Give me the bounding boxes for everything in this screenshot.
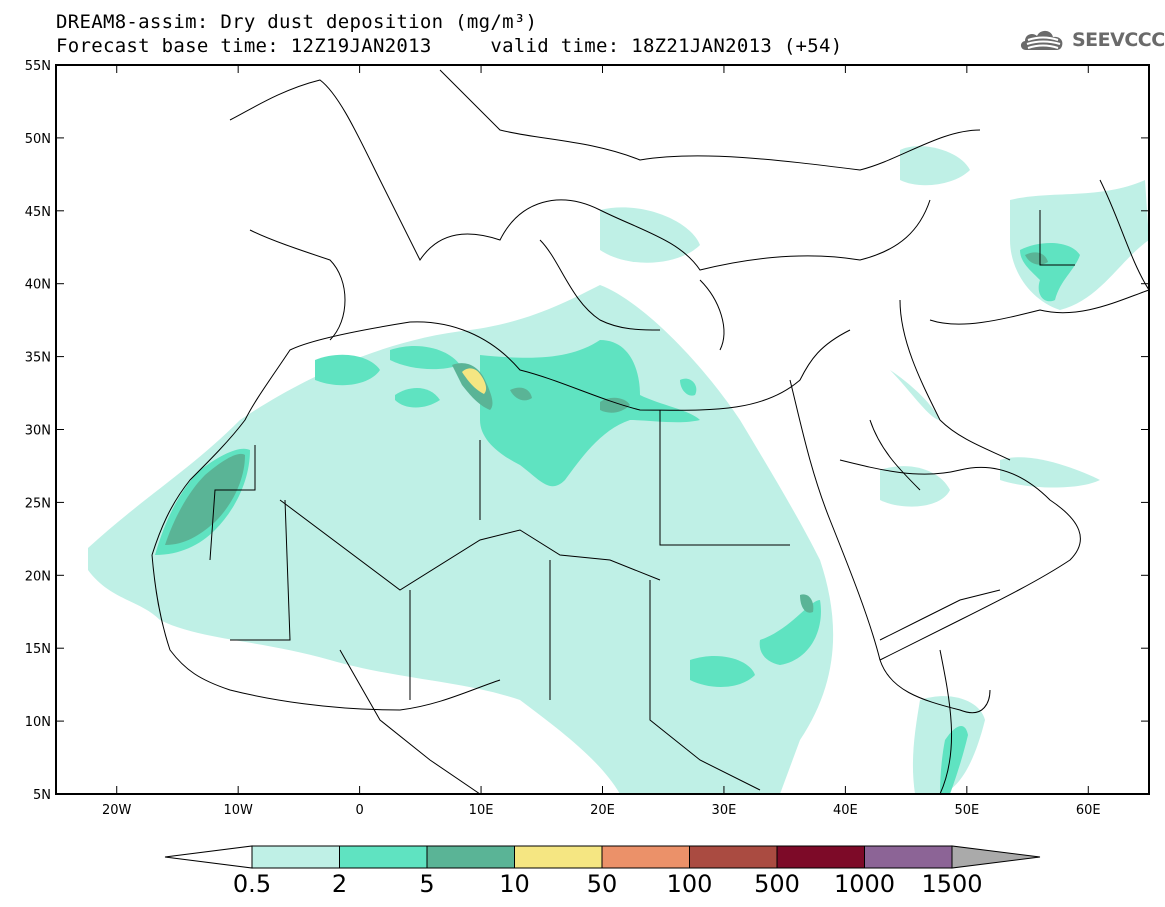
lat-label: 10N bbox=[25, 715, 51, 730]
colorbar-segment bbox=[689, 845, 778, 869]
cloud-icon bbox=[1020, 30, 1063, 50]
colorbar-label: 1000 bbox=[833, 870, 896, 898]
colorbar-label: 10 bbox=[499, 870, 530, 898]
longitude-axis: 20W 10W 0 10E 20E 30E 40E 50E 60E bbox=[102, 65, 1101, 818]
colorbar-segment bbox=[776, 845, 865, 869]
latitude-axis: 55N 50N 45N 40N 35N 30N 25N 20N 15N 10N 5N bbox=[25, 59, 1149, 803]
colorbar-label: 5 bbox=[419, 870, 435, 898]
map-title: DREAM8-assim: Dry dust deposition (mg/m³… bbox=[56, 11, 538, 33]
lat-label: 5N bbox=[33, 788, 51, 803]
colorbar-segment bbox=[251, 845, 340, 869]
deposition-band-10-50 bbox=[462, 368, 487, 394]
lat-label: 55N bbox=[25, 59, 51, 74]
colorbar-high-arrow bbox=[951, 845, 1041, 869]
lon-label: 40E bbox=[833, 803, 858, 818]
coastlines-and-borders bbox=[151, 69, 1149, 794]
colorbar-segment bbox=[864, 845, 953, 869]
logo-text: SEEVCCC bbox=[1072, 29, 1165, 51]
dust-deposition-fields bbox=[88, 146, 1149, 794]
forecast-time-info: Forecast base time: 12Z19JAN2013 valid t… bbox=[56, 35, 843, 57]
lat-label: 50N bbox=[25, 132, 51, 147]
lon-label: 20E bbox=[590, 803, 615, 818]
seevccc-logo: SEEVCCC bbox=[1018, 26, 1165, 54]
lon-label: 50E bbox=[954, 803, 979, 818]
lon-label: 10E bbox=[469, 803, 494, 818]
lon-label: 30E bbox=[712, 803, 737, 818]
lon-label: 60E bbox=[1076, 803, 1101, 818]
lat-label: 20N bbox=[25, 569, 51, 584]
colorbar-segment bbox=[426, 845, 515, 869]
lat-label: 25N bbox=[25, 496, 51, 511]
lat-label: 40N bbox=[25, 278, 51, 293]
colorbar-segment bbox=[514, 845, 603, 869]
colorbar-label: 2 bbox=[331, 870, 348, 898]
colorbar-label: 0.5 bbox=[232, 870, 272, 898]
lon-label: 0 bbox=[355, 803, 363, 818]
lat-label: 35N bbox=[25, 351, 51, 366]
colorbar-segment bbox=[601, 845, 690, 869]
colorbar bbox=[164, 845, 1041, 869]
lon-label: 20W bbox=[102, 803, 132, 818]
colorbar-label: 100 bbox=[666, 870, 713, 898]
colorbar-label: 500 bbox=[754, 870, 800, 898]
colorbar-label: 50 bbox=[586, 870, 618, 898]
lat-label: 30N bbox=[25, 424, 51, 439]
lat-label: 15N bbox=[25, 642, 51, 657]
deposition-band-5-10 bbox=[165, 252, 1048, 613]
colorbar-segment bbox=[339, 845, 428, 869]
lat-label: 45N bbox=[25, 205, 51, 220]
colorbar-low-arrow bbox=[164, 845, 253, 869]
colorbar-label: 1500 bbox=[921, 870, 983, 898]
lon-label: 10W bbox=[223, 803, 253, 818]
